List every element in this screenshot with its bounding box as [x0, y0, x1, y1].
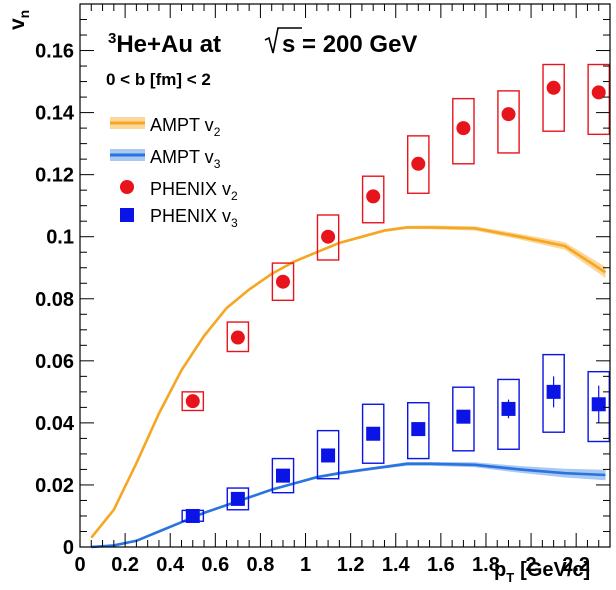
- chart-subtitle: 0 < b [fm] < 2: [106, 70, 211, 89]
- y-axis-title: vn: [6, 10, 32, 30]
- plot-frame: [79, 3, 611, 548]
- phenix-v2-point: [321, 229, 336, 244]
- x-axis-title: pT [GeV/c]: [494, 559, 590, 585]
- legend-ampt-v2-text: AMPT v: [150, 115, 214, 135]
- phenix-v2-sys-box: [452, 97, 475, 165]
- phenix-v3-point: [230, 491, 245, 506]
- title-system: He+Au at: [116, 31, 221, 58]
- x-tick-label: 0.8: [247, 554, 275, 576]
- phenix-v3-point: [321, 448, 336, 463]
- x-tick-label: 0.6: [201, 554, 229, 576]
- y-tick-label: 0: [63, 537, 74, 559]
- phenix-v3-sys-box: [271, 457, 295, 494]
- legend-phenix-v2-marker: [120, 180, 134, 194]
- phenix-v2-sys-box: [406, 135, 430, 194]
- phenix-v2-sys-box: [587, 63, 611, 136]
- phenix-v2-point: [366, 189, 381, 204]
- x-tick-label: 1: [300, 554, 311, 576]
- y-tick-label: 0.02: [35, 475, 74, 497]
- phenix-v3-point: [456, 409, 471, 424]
- phenix-v2-point: [411, 156, 426, 171]
- phenix-v3-sys-box: [406, 402, 430, 460]
- legend-phenix-v2-sub: 2: [231, 189, 238, 203]
- ampt-v2-line: [90, 226, 607, 539]
- phenix-v2-sys-box: [271, 262, 295, 302]
- x-axis-title-sub: T: [506, 570, 514, 585]
- phenix-v3-sys-box: [226, 487, 250, 511]
- y-tick-label: 0.08: [35, 289, 74, 311]
- phenix-v3-sys-box: [361, 403, 385, 464]
- phenix-v3-point: [591, 397, 606, 412]
- title-isotope: 3: [108, 30, 116, 47]
- ampt-v2-band: [91, 225, 606, 539]
- x-tick-label: 0.2: [111, 554, 139, 576]
- legend-phenix-v2-label: PHENIX v2: [150, 179, 238, 203]
- phenix-v3-point: [546, 384, 561, 399]
- phenix-v3-sys-box: [587, 370, 611, 443]
- x-tick-label: 0: [74, 554, 85, 576]
- x-tick-label: 1.2: [337, 554, 365, 576]
- legend-phenix-v2-text: PHENIX v: [150, 179, 231, 199]
- phenix-v3-point: [501, 401, 516, 416]
- ampt-v3-line: [91, 462, 606, 549]
- y-tick-label: 0.04: [35, 413, 75, 435]
- phenix-v2-sys-box: [497, 90, 520, 154]
- legend-phenix-v3-marker: [120, 208, 134, 222]
- legend-phenix-v3-sub: 3: [231, 216, 238, 230]
- phenix-v3-point: [275, 468, 290, 483]
- phenix-v2-point: [275, 274, 290, 289]
- phenix-v2-point: [185, 394, 200, 409]
- plot-area: [90, 63, 611, 549]
- phenix-v3-point: [185, 508, 200, 523]
- phenix-v3-sys-box: [452, 386, 475, 452]
- x-tick-label: 2.2: [562, 554, 590, 576]
- y-tick-label: 0.16: [35, 41, 74, 63]
- legend-phenix-v3-label: PHENIX v3: [150, 206, 238, 230]
- phenix-v2-point: [591, 85, 606, 100]
- phenix-v3-sys-box: [542, 353, 565, 433]
- y-tick-label: 0.06: [35, 351, 74, 373]
- legend: AMPT v2 AMPT v3 PHENIX v2 PHENIX v3: [110, 115, 238, 230]
- phenix-v2-point: [501, 107, 516, 122]
- phenix-v3-point: [411, 422, 426, 437]
- y-tick-label: 0.12: [35, 165, 74, 187]
- x-tick-label: 1.8: [472, 554, 500, 576]
- ampt-v3-band: [91, 462, 606, 548]
- phenix-v3-sys-box: [497, 378, 520, 450]
- title-energy: s = 200 GeV: [282, 31, 417, 58]
- y-tick-label: 0.1: [46, 227, 74, 249]
- x-tick-label: 2: [526, 554, 537, 576]
- legend-ampt-v3-label: AMPT v3: [150, 147, 221, 171]
- phenix-v2-sys-box: [361, 175, 385, 224]
- y-axis-title-main: v: [6, 18, 29, 30]
- phenix-v2-sys-box: [542, 63, 565, 132]
- y-axis-title-sub: n: [16, 10, 32, 19]
- phenix-v2-point: [230, 330, 245, 345]
- phenix-v2-sys-box: [181, 391, 205, 412]
- phenix-v2-point: [546, 80, 561, 95]
- x-axis-title-main: p: [494, 559, 506, 581]
- x-tick-label: 1.6: [427, 554, 455, 576]
- x-axis-title-unit: [GeV/c]: [520, 559, 590, 581]
- x-tick-label: 0.4: [156, 554, 185, 576]
- legend-phenix-v3-text: PHENIX v: [150, 206, 231, 226]
- phenix-v3-sys-box: [316, 429, 340, 480]
- legend-ampt-v3-sub: 3: [214, 157, 221, 171]
- phenix-v2-sys-box: [226, 321, 250, 353]
- phenix-v2-point: [456, 121, 471, 136]
- legend-ampt-v2-label: AMPT v2: [150, 115, 221, 139]
- phenix-v3-point: [366, 426, 381, 441]
- x-tick-label: 1.4: [382, 554, 411, 576]
- y-tick-label: 0.14: [35, 103, 75, 125]
- phenix-v2-sys-box: [316, 214, 340, 261]
- legend-ampt-v3-text: AMPT v: [150, 147, 214, 167]
- axes: 0 0.2 0.4 0.6 0.8 1 1.2 1.4 1.6 1.8 2 2.2 0 0.02 0.04 0…: [35, 3, 611, 576]
- legend-ampt-v2-sub: 2: [214, 125, 221, 139]
- chart-title: 3He+Au at: [108, 30, 221, 58]
- sqrt-symbol: [264, 27, 302, 54]
